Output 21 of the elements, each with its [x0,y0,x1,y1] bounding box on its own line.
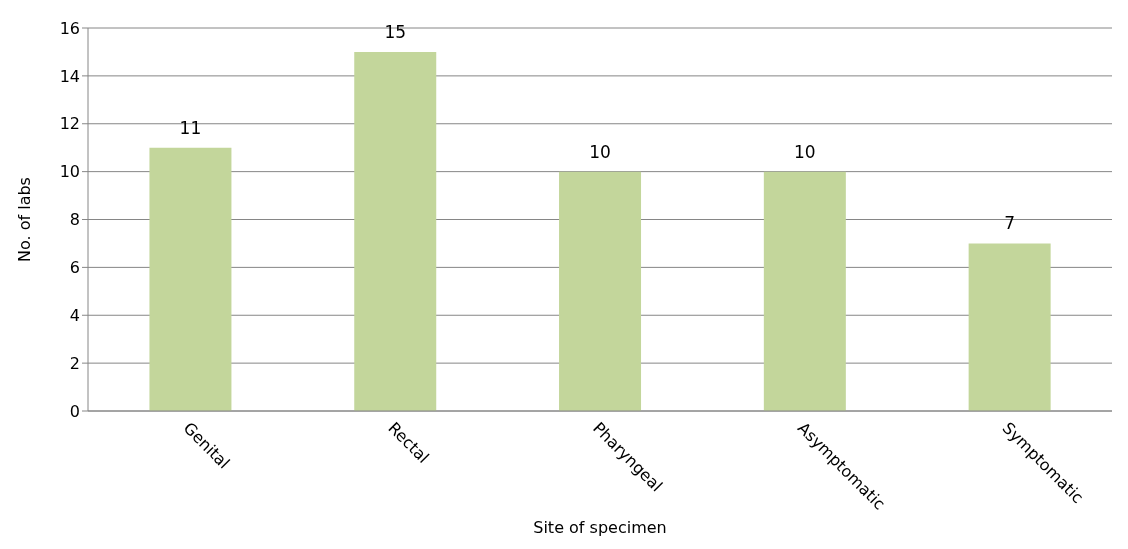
y-tick-label: 8 [69,210,80,230]
y-tick-label: 14 [59,66,80,86]
bar [559,171,642,411]
x-axis-title: Site of specimen [533,518,667,537]
y-tick-label: 0 [69,401,80,421]
data-label: 15 [384,21,407,42]
bar [763,171,846,411]
bar [968,243,1051,411]
y-tick-label: 12 [59,114,80,134]
data-label: 7 [1004,213,1016,234]
y-tick-label: 16 [59,18,80,38]
data-label: 11 [179,117,202,138]
y-axis-title: No. of labs [14,177,34,262]
y-tick-label: 10 [59,162,80,182]
bar [354,51,437,411]
y-tick-label: 4 [69,305,80,325]
bar [149,147,232,411]
data-label: 10 [589,141,611,162]
y-tick-label: 6 [69,258,80,278]
data-label: 10 [794,141,816,162]
y-tick-label: 2 [69,353,80,373]
